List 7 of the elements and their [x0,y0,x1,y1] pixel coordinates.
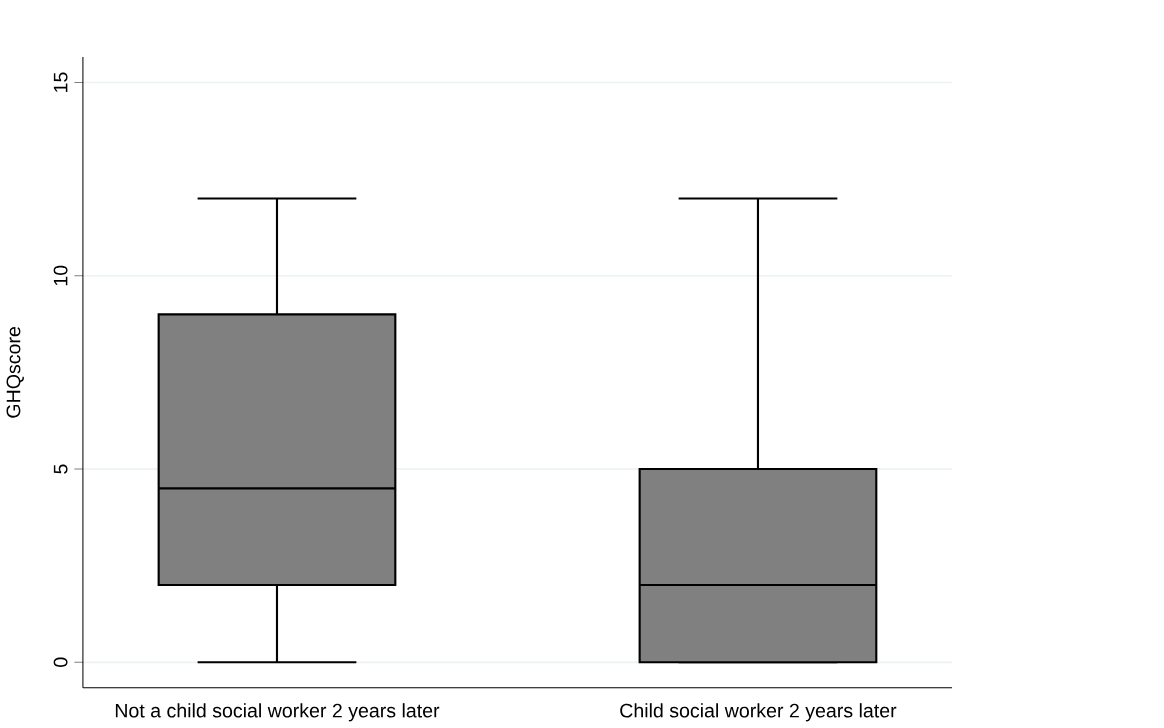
y-tick-label: 5 [53,464,68,474]
y-tick-label: 0 [53,657,68,667]
y-axis-title: GHQscore [6,327,24,418]
y-tick-label: 15 [53,72,68,92]
y-tick-label: 10 [53,265,68,286]
x-tick-label: Not a child social worker 2 years later [115,703,440,722]
x-tick-label: Child social worker 2 years later [620,703,897,722]
